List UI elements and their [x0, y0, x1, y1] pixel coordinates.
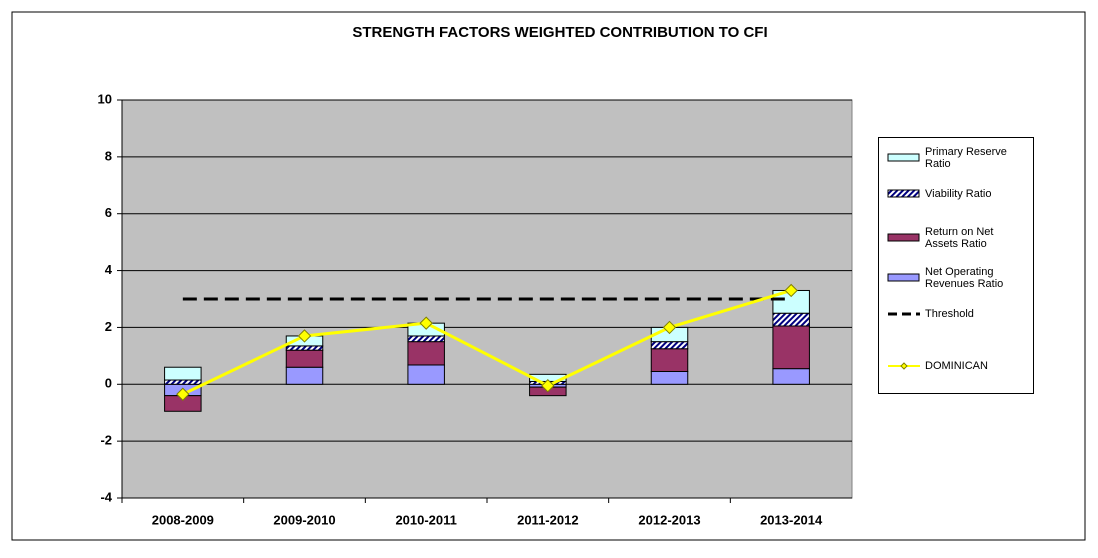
legend-label: Net Operating Revenues Ratio: [925, 266, 1004, 290]
legend-label: DOMINICAN: [925, 360, 988, 372]
swatch: [887, 273, 920, 282]
legend-swatch: [887, 153, 920, 162]
bar-segment: [772, 312, 810, 327]
bar-segment: [650, 370, 689, 385]
y-tick-label: -4: [100, 489, 112, 504]
legend-label: Viability Ratio: [925, 188, 992, 200]
swatch: [887, 189, 920, 198]
marker: [176, 387, 190, 401]
marker: [297, 329, 312, 343]
bar-segment: [407, 341, 445, 366]
legend-item: Primary Reserve Ratio: [887, 146, 1032, 170]
chart-title: STRENGTH FACTORS WEIGHTED CONTRIBUTION T…: [352, 24, 767, 41]
legend-label: Threshold: [925, 308, 974, 320]
legend-label: Primary Reserve Ratio: [925, 146, 1007, 170]
x-tick-label: 2010-2011: [395, 512, 456, 527]
legend-swatch: [888, 312, 920, 316]
y-tick-label: 2: [105, 319, 112, 334]
x-tick-label: 2013-2014: [760, 512, 823, 527]
bar-segment: [164, 366, 202, 381]
legend-item: Threshold: [887, 308, 1032, 320]
marker: [541, 379, 555, 393]
legend-swatch: [887, 273, 920, 282]
bar-segment: [772, 368, 810, 385]
y-tick-label: 0: [105, 376, 112, 391]
marker: [419, 316, 433, 330]
bar-segment: [164, 379, 202, 385]
bar-segment: [285, 349, 324, 368]
legend-swatch: [887, 233, 920, 242]
marker: [784, 283, 798, 298]
x-tick-label: 2008-2009: [152, 512, 214, 527]
swatch: [887, 233, 920, 242]
y-tick-label: 10: [98, 91, 112, 106]
y-tick-label: 4: [105, 262, 113, 277]
legend-item: Return on Net Assets Ratio: [887, 226, 1032, 250]
swatch: [887, 153, 920, 162]
legend-item: Viability Ratio: [887, 188, 1032, 200]
marker: [662, 320, 677, 335]
legend-swatch: [887, 189, 920, 198]
y-tick-label: 8: [105, 148, 112, 163]
bar-segment: [407, 335, 445, 343]
bar-segment: [407, 364, 445, 385]
legend-label: Return on Net Assets Ratio: [925, 226, 994, 250]
series-line: [182, 289, 792, 396]
bar-segment: [650, 348, 689, 372]
x-tick-label: 2011-2012: [517, 512, 578, 527]
legend: Primary Reserve Ratio Viability Ratio Retu…: [878, 137, 1034, 394]
swatch-marker: [900, 362, 908, 370]
y-tick-label: -2: [100, 433, 112, 448]
legend-item: DOMINICAN: [887, 360, 1032, 372]
bar-segment: [772, 325, 810, 370]
bar-segment: [285, 366, 324, 385]
x-tick-label: 2009-2010: [273, 512, 335, 527]
legend-swatch: [888, 362, 920, 370]
x-tick-label: 2012-2013: [638, 512, 700, 527]
y-tick-label: 6: [105, 205, 112, 220]
bar-segment: [650, 341, 689, 350]
legend-item: Net Operating Revenues Ratio: [887, 266, 1032, 290]
bar-segment: [285, 345, 324, 351]
